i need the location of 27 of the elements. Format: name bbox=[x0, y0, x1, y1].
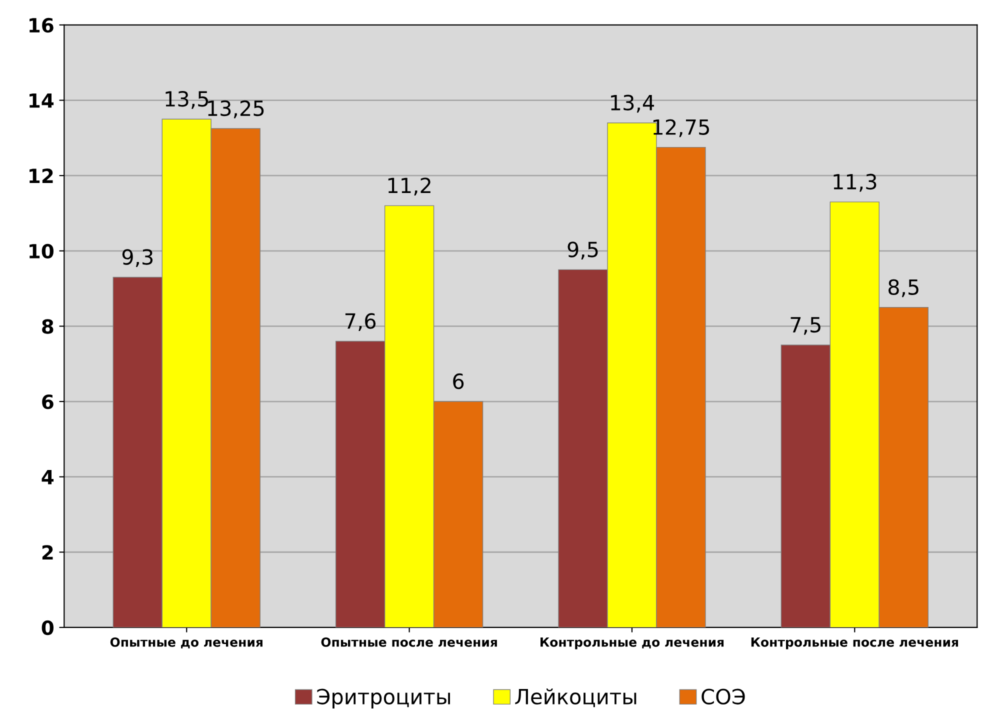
y-tick-label: 12 bbox=[30, 168, 53, 183]
data-label: 7,5 bbox=[790, 317, 820, 335]
data-label: 9,5 bbox=[568, 242, 598, 260]
data-label: 7,6 bbox=[345, 313, 376, 332]
y-tick-label: 10 bbox=[30, 244, 54, 259]
y-tick-label: 14 bbox=[30, 93, 54, 108]
data-label: 9,3 bbox=[122, 249, 153, 267]
data-label: 8,5 bbox=[888, 279, 918, 298]
y-tick-label: 8 bbox=[42, 319, 54, 334]
y-tick-label: 0 bbox=[42, 620, 54, 636]
y-tick-label: 2 bbox=[42, 545, 53, 560]
data-label: 13,4 bbox=[611, 94, 654, 113]
data-label: 13,25 bbox=[208, 100, 264, 118]
data-label: 6 bbox=[453, 373, 464, 390]
data-label: 11,3 bbox=[834, 174, 876, 192]
y-tick-label: 16 bbox=[30, 18, 54, 33]
data-label: 13,5 bbox=[166, 90, 208, 109]
x-tick-label: Контрольные до лечения bbox=[540, 638, 724, 650]
legend-label: Эритроциты bbox=[317, 688, 450, 709]
legend-label: СОЭ bbox=[702, 688, 745, 704]
x-tick-label: Контрольные после лечения bbox=[751, 638, 958, 650]
data-label: 11,2 bbox=[388, 178, 430, 196]
x-tick-label: Опытные после лечения bbox=[321, 637, 497, 647]
x-tick-label: Опытные до лечения bbox=[110, 637, 262, 648]
y-tick-label: 6 bbox=[42, 394, 54, 410]
legend-label: Лейкоциты bbox=[515, 688, 636, 708]
y-tick-label: 4 bbox=[42, 470, 54, 484]
